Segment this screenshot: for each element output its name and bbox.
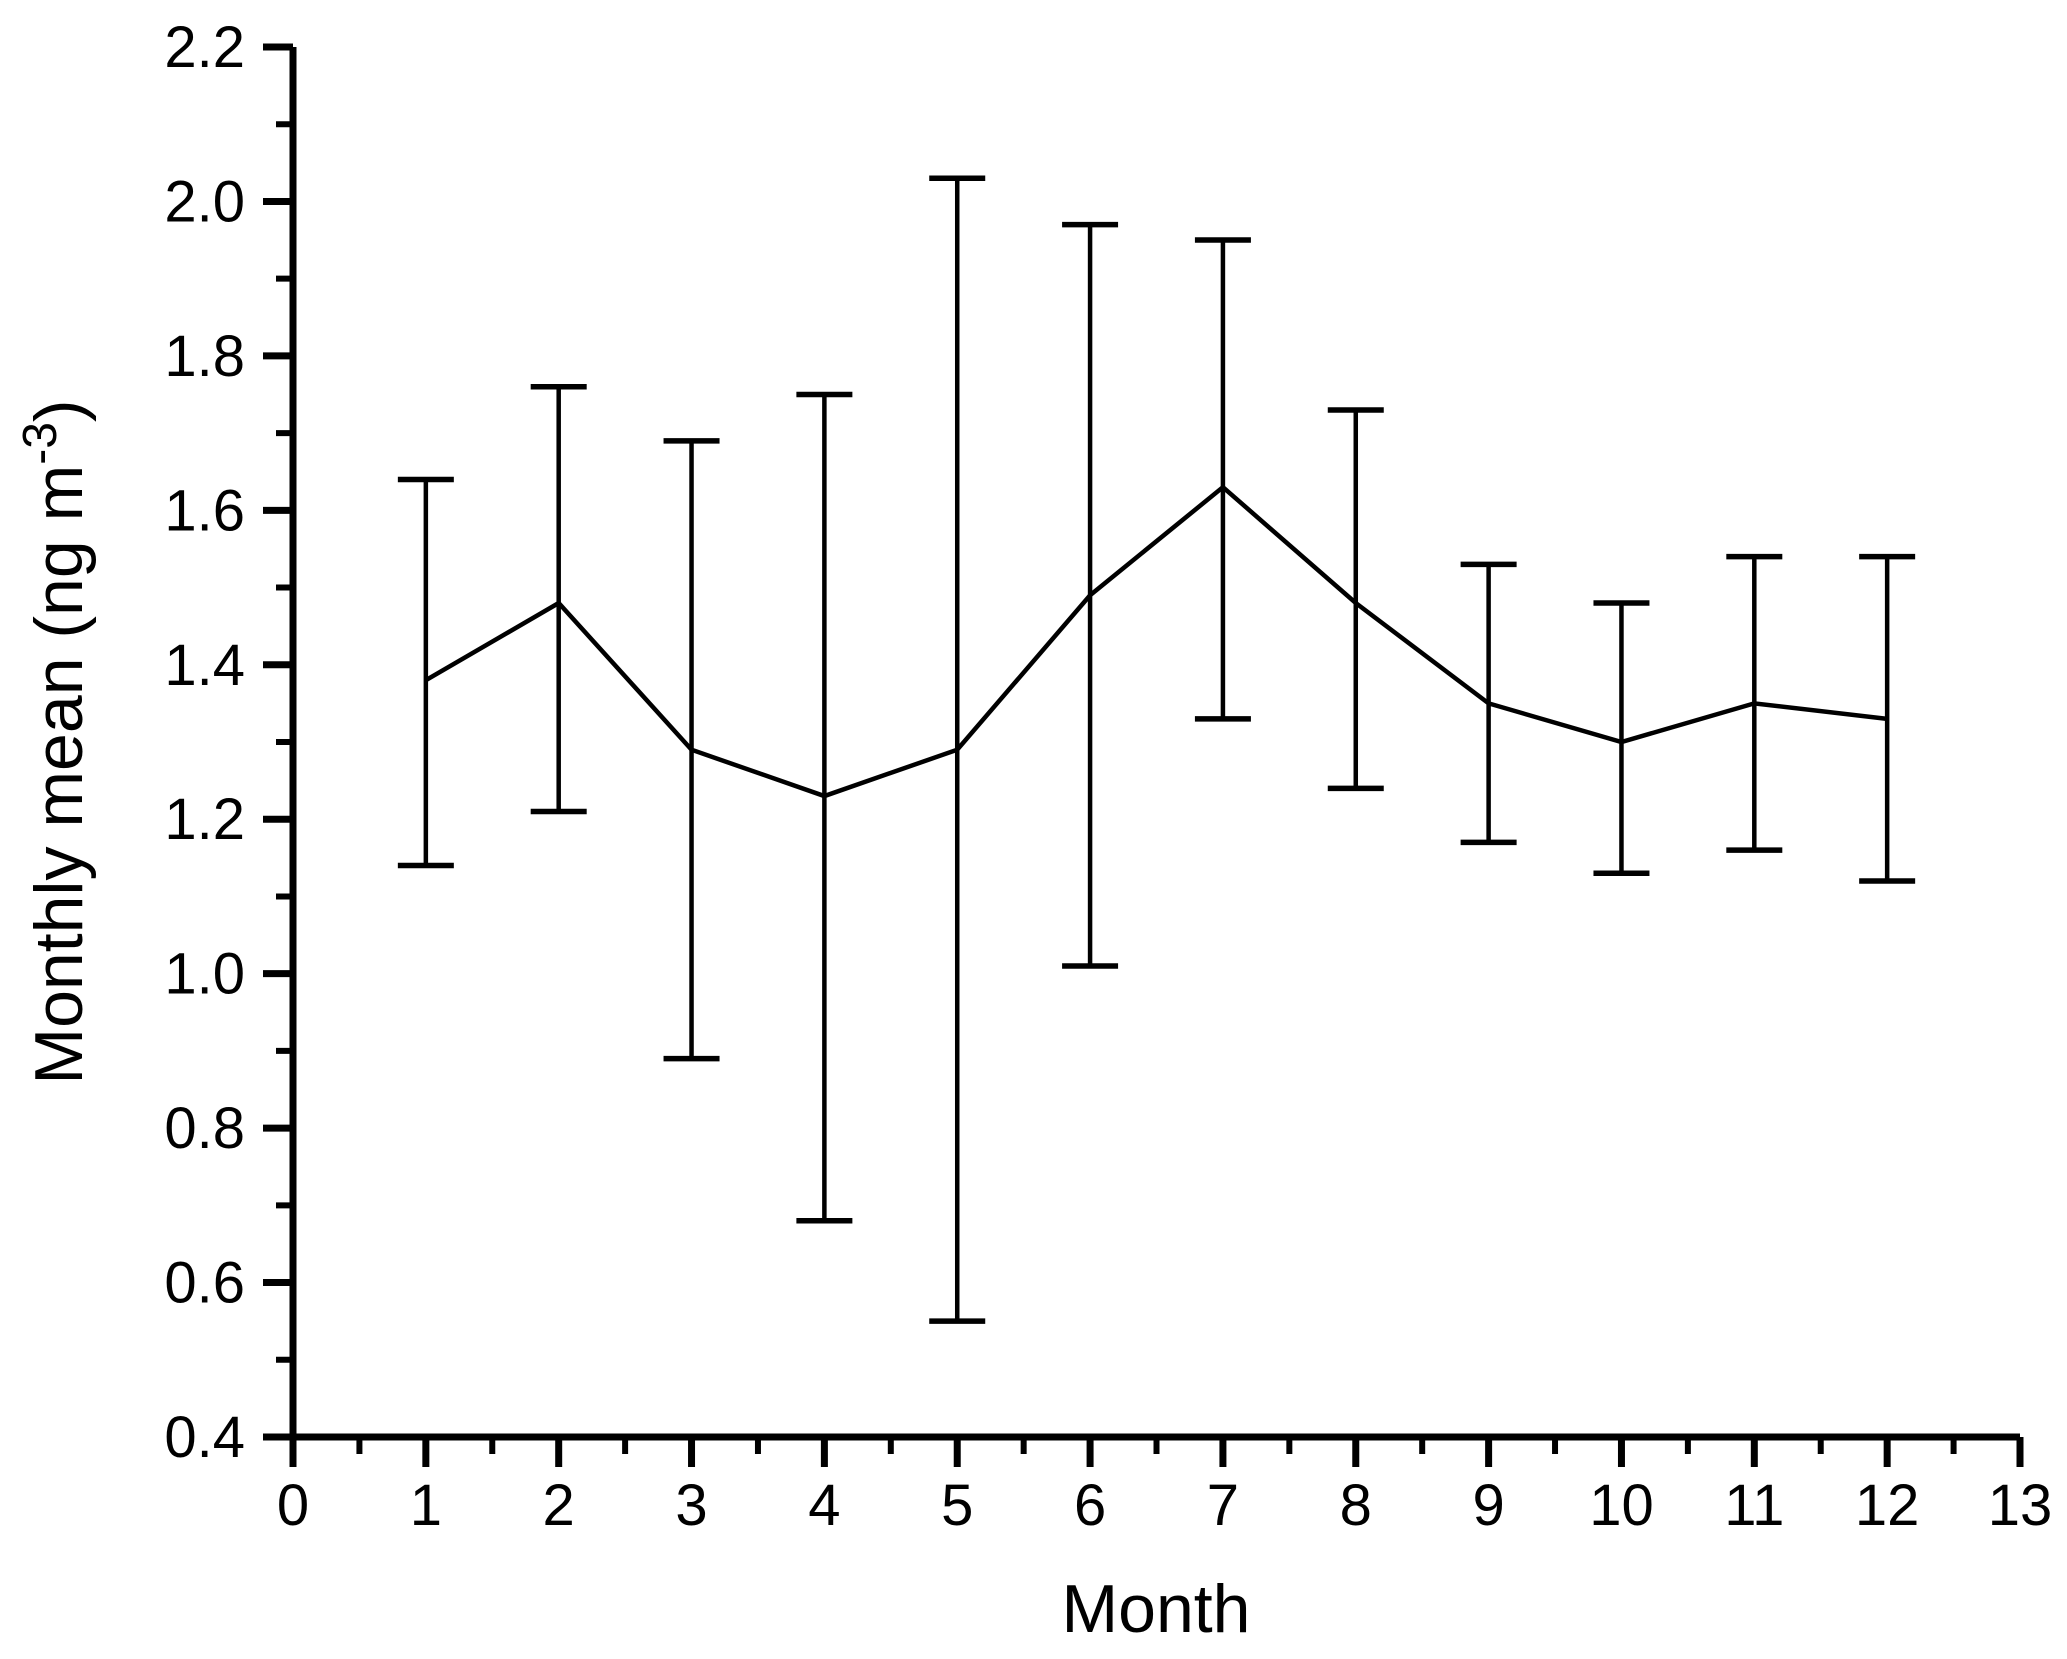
y-axis-title: Monthly mean (ng m-3) (14, 399, 97, 1084)
error-bar (1194, 237, 1251, 722)
x-tick-label: 5 (941, 1473, 973, 1538)
y-tick-label: 1.6 (164, 478, 245, 543)
x-tick-label: 4 (808, 1473, 840, 1538)
error-bar (1593, 600, 1650, 877)
x-tick-label: 10 (1589, 1473, 1654, 1538)
x-tick-label: 7 (1207, 1473, 1239, 1538)
x-tick-label: 0 (277, 1473, 309, 1538)
y-tick-label: 0.4 (164, 1405, 245, 1470)
x-tick-label: 6 (1074, 1473, 1106, 1538)
axes-layer: 0 1 2 3 4 5 6 7 8 9 10 11 12 130.40.60.81.01.21.41.61… (164, 15, 2052, 1538)
y-tick-label: 1.4 (164, 633, 245, 698)
y-tick-label: 1.8 (164, 324, 245, 389)
x-tick-label: 2 (543, 1473, 575, 1538)
error-bar (530, 384, 587, 815)
x-tick-label: 8 (1340, 1473, 1372, 1538)
series-line (424, 484, 1888, 799)
x-tick-label: 1 (410, 1473, 442, 1538)
axis-spines (289, 47, 2020, 1441)
x-tick-label: 9 (1472, 1473, 1504, 1538)
x-tick-label: 3 (675, 1473, 707, 1538)
data-layer (397, 175, 1916, 1324)
x-tick-label: 11 (1724, 1473, 1784, 1538)
y-tick-label: 2.2 (164, 15, 245, 80)
y-tick-label: 0.8 (164, 1096, 245, 1161)
y-tick-label: 2.0 (164, 169, 245, 234)
error-bar (796, 391, 853, 1224)
x-tick-label: 13 (1988, 1473, 2053, 1538)
x-tick-label: 12 (1855, 1473, 1920, 1538)
y-tick-label: 0.6 (164, 1251, 245, 1316)
y-tick-label: 1.2 (164, 787, 245, 852)
error-bar (1859, 553, 1916, 884)
x-axis-title: Month (1062, 1571, 1251, 1647)
error-bar (397, 476, 454, 869)
y-tick-label: 1.0 (164, 942, 245, 1007)
error-bar (1327, 407, 1384, 792)
